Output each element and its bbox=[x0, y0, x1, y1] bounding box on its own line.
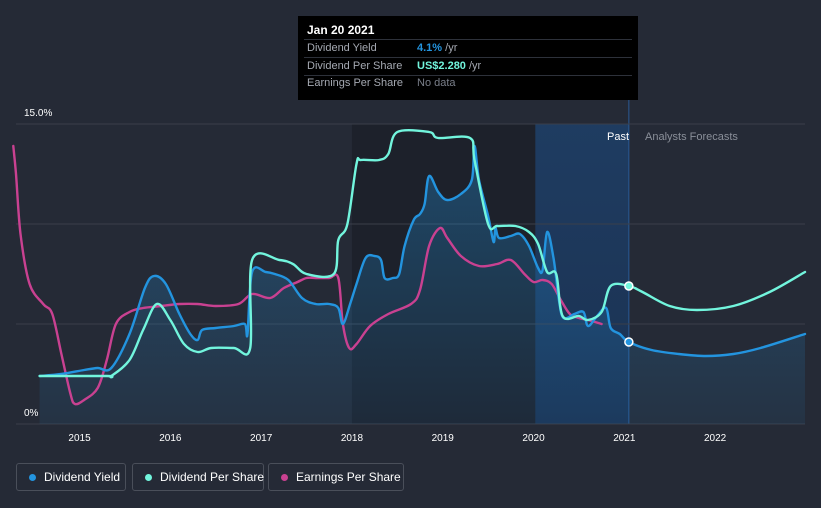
x-tick-label: 2017 bbox=[250, 433, 273, 444]
x-tick-label: 2021 bbox=[613, 433, 636, 444]
tooltip-value: No data bbox=[417, 77, 456, 89]
x-tick-label: 2018 bbox=[341, 433, 364, 444]
tooltip-date: Jan 20 2021 bbox=[307, 23, 375, 37]
forecast-region-label: Analysts Forecasts bbox=[645, 131, 738, 143]
past-region-label: Past bbox=[607, 131, 629, 143]
dividend-yield-marker bbox=[624, 337, 634, 347]
tooltip-row-dividend-per-share: Dividend Per Share US$2.280 /yr bbox=[307, 60, 629, 72]
earnings-per-share-dot-icon bbox=[281, 474, 288, 481]
tooltip-label: Dividend Yield bbox=[307, 42, 377, 54]
tooltip-unit: /yr bbox=[442, 42, 458, 54]
tooltip-value: US$2.280 bbox=[417, 60, 466, 72]
x-tick-label: 2022 bbox=[704, 433, 727, 444]
tooltip-label: Dividend Per Share bbox=[307, 60, 403, 72]
hover-tooltip: Jan 20 2021 Dividend Yield 4.1% /yr Divi… bbox=[298, 16, 638, 100]
x-tick-label: 2015 bbox=[68, 433, 91, 444]
dividend-per-share-marker bbox=[624, 281, 634, 291]
tooltip-divider bbox=[304, 57, 632, 58]
legend-label: Dividend Yield bbox=[44, 470, 121, 484]
legend-item-dividend-per-share[interactable]: Dividend Per Share bbox=[132, 463, 264, 491]
tooltip-label: Earnings Per Share bbox=[307, 77, 403, 89]
tooltip-divider bbox=[304, 39, 632, 40]
x-tick-label: 2020 bbox=[522, 433, 545, 444]
legend-label: Dividend Per Share bbox=[160, 470, 265, 484]
dividend-per-share-dot-icon bbox=[145, 474, 152, 481]
x-tick-label: 2019 bbox=[432, 433, 455, 444]
tooltip-divider bbox=[304, 75, 632, 76]
y-tick-label: 15.0% bbox=[24, 108, 52, 119]
legend-item-dividend-yield[interactable]: Dividend Yield bbox=[16, 463, 126, 491]
earnings-per-share-line bbox=[12, 144, 603, 406]
tooltip-row-dividend-yield: Dividend Yield 4.1% /yr bbox=[307, 42, 629, 54]
dividend-yield-line bbox=[38, 144, 807, 378]
legend-label: Earnings Per Share bbox=[296, 470, 401, 484]
dividend-yield-dot-icon bbox=[29, 474, 36, 481]
dividend-per-share-line bbox=[38, 128, 807, 379]
tooltip-row-earnings-per-share: Earnings Per Share No data bbox=[307, 77, 629, 89]
x-tick-label: 2016 bbox=[159, 433, 182, 444]
tooltip-value: 4.1% bbox=[417, 42, 443, 54]
legend-item-earnings-per-share[interactable]: Earnings Per Share bbox=[268, 463, 404, 491]
tooltip-unit: /yr bbox=[465, 60, 482, 72]
y-tick-label: 0% bbox=[24, 408, 39, 419]
